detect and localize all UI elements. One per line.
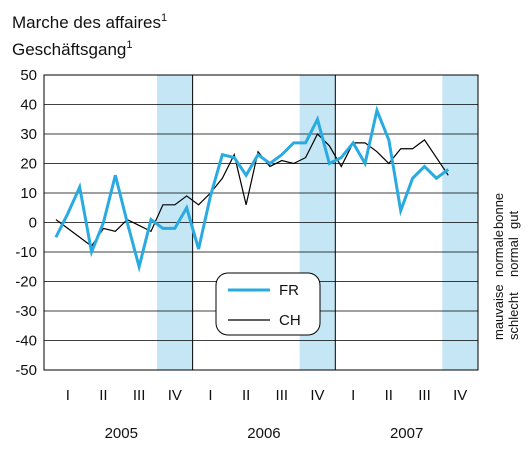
x-tick-label: II <box>99 387 107 404</box>
legend-box <box>215 272 321 336</box>
scale-label: bonne <box>491 193 506 229</box>
plot-frame <box>43 74 479 371</box>
title-note: 1 <box>161 12 167 24</box>
year-label: 2007 <box>390 425 423 442</box>
x-tick-label: IV <box>453 387 467 404</box>
year-label: 2006 <box>247 425 280 442</box>
legend-label: CH <box>279 312 301 329</box>
chart-title: Geschäftsgang1 <box>12 39 132 59</box>
series-line <box>55 132 449 247</box>
y-tick-label: -40 <box>15 333 37 350</box>
legend-label: FR <box>279 282 299 299</box>
y-tick-label: 10 <box>20 185 37 202</box>
scale-label: mauvaise <box>491 284 506 340</box>
y-tick-label: -50 <box>15 362 37 379</box>
title-line: Geschäftsgang <box>12 40 126 59</box>
x-tick-label: III <box>133 387 146 404</box>
year-label: 2005 <box>105 425 138 442</box>
scale-label: schlecht <box>506 292 521 340</box>
x-tick-label: I <box>208 387 212 404</box>
y-tick-label: -30 <box>15 303 37 320</box>
y-tick-label: 50 <box>20 67 37 84</box>
series-line <box>54 105 450 273</box>
y-tick-label: 40 <box>20 97 37 114</box>
x-tick-label: III <box>276 387 289 404</box>
chart-title: Marche des affaires1 <box>12 12 167 32</box>
title-note: 1 <box>126 39 132 51</box>
y-tick-label: -20 <box>15 274 37 291</box>
y-tick-label: -10 <box>15 244 37 261</box>
scale-label: gut <box>506 211 521 229</box>
x-tick-label: IV <box>310 387 324 404</box>
x-tick-label: II <box>385 387 393 404</box>
scale-label: normale <box>491 230 506 277</box>
x-tick-label: I <box>351 387 355 404</box>
x-tick-label: III <box>418 387 431 404</box>
y-tick-label: 30 <box>20 126 37 143</box>
x-tick-label: II <box>242 387 250 404</box>
y-tick-label: 20 <box>20 156 37 173</box>
scale-label: normal <box>506 237 521 277</box>
x-tick-label: I <box>66 387 70 404</box>
title-line: Marche des affaires <box>12 13 161 32</box>
y-tick-label: 0 <box>29 215 37 232</box>
x-tick-label: IV <box>168 387 182 404</box>
